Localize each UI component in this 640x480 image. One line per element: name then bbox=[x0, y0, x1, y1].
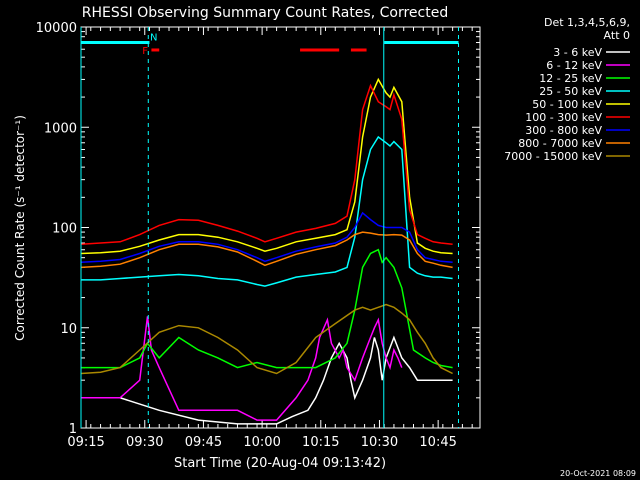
legend-label-5: 100 - 300 keV bbox=[525, 111, 602, 124]
series-layer bbox=[80, 77, 453, 425]
legend-label-4: 50 - 100 keV bbox=[532, 98, 602, 111]
series-line-3 bbox=[81, 135, 453, 287]
series-line-7 bbox=[80, 231, 453, 269]
series-line-0 bbox=[81, 335, 453, 425]
series-line-6 bbox=[80, 211, 453, 264]
x-tick-label: 10:00 bbox=[243, 435, 280, 450]
x-tick-label: 09:45 bbox=[185, 435, 222, 450]
chart-title: RHESSI Observing Summary Count Rates, Co… bbox=[82, 5, 448, 21]
x-axis-label: Start Time (20-Aug-04 09:13:42) bbox=[174, 456, 386, 471]
legend-header-line1: Det 1,3,4,5,6,9, bbox=[544, 16, 630, 29]
y-tick-label: 1000 bbox=[44, 121, 77, 136]
y-tick-label: 10 bbox=[60, 322, 77, 337]
flag-letter: F bbox=[142, 46, 148, 57]
series-line-4 bbox=[80, 77, 453, 255]
annotation-layer: FN bbox=[80, 27, 459, 428]
legend-label-1: 6 - 12 keV bbox=[546, 59, 602, 72]
x-tick-label: 10:30 bbox=[361, 435, 398, 450]
legend-label-0: 3 - 6 keV bbox=[553, 46, 602, 59]
y-tick-label: 1 bbox=[69, 422, 77, 437]
y-tick-label: 10000 bbox=[36, 21, 77, 36]
legend-label-8: 7000 - 15000 keV bbox=[504, 150, 602, 163]
series-line-8 bbox=[80, 303, 453, 375]
legend-header-line2: Att 0 bbox=[604, 29, 630, 42]
axis-ticks: 1 10 100 1000 10000 09:15 09:30 09:45 10:00 10:15… bbox=[36, 21, 480, 450]
legend-label-3: 25 - 50 keV bbox=[539, 85, 602, 98]
legend-label-2: 12 - 25 keV bbox=[539, 72, 602, 85]
x-tick-label: 09:15 bbox=[67, 435, 104, 450]
x-tick-label: 10:15 bbox=[302, 435, 339, 450]
footer-date: 20-Oct-2021 08:09 bbox=[560, 469, 636, 478]
legend-label-7: 800 - 7000 keV bbox=[518, 137, 602, 150]
legend-label-6: 300 - 800 keV bbox=[525, 124, 602, 137]
flag-letter: N bbox=[150, 33, 157, 44]
x-tick-label: 09:30 bbox=[126, 435, 163, 450]
y-axis-label: Corrected Count Rate (s⁻¹ detector⁻¹) bbox=[13, 115, 27, 341]
series-line-5 bbox=[80, 83, 453, 246]
x-tick-label: 10:45 bbox=[419, 435, 456, 450]
y-tick-label: 100 bbox=[52, 222, 77, 237]
series-line-1 bbox=[81, 316, 403, 421]
